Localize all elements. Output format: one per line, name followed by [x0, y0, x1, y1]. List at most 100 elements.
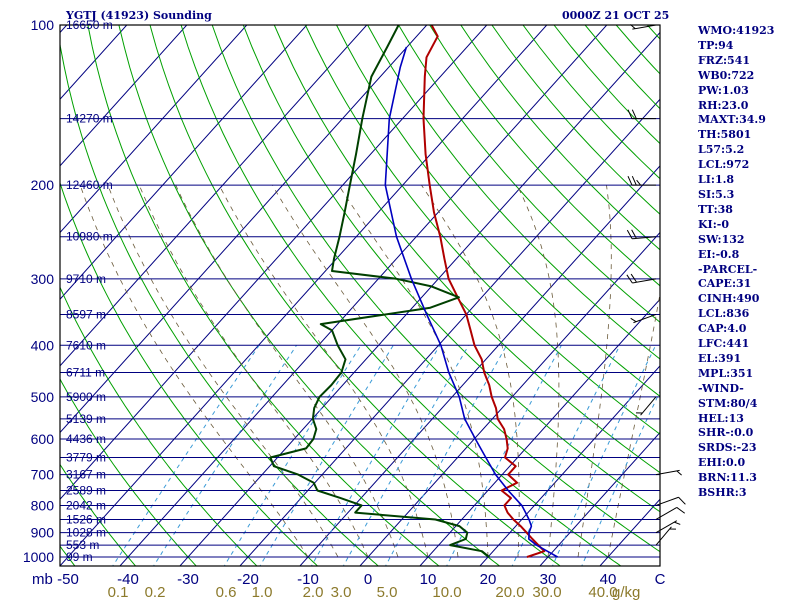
- height-label: 7610 m: [66, 338, 106, 352]
- wind-barb-feather: [630, 317, 637, 323]
- pressure-tick-label: 400: [31, 337, 55, 353]
- dry-adiabat-line: [149, 25, 562, 566]
- temperature-tick-label: -10: [297, 571, 319, 588]
- index-item: TH:5801: [698, 128, 752, 142]
- mixing-ratio-line: [581, 390, 660, 566]
- isotherm-line: [359, 231, 660, 566]
- mixing-ratio-tick-label: 0.1: [108, 584, 129, 600]
- index-item: EL:391: [698, 351, 742, 365]
- index-item: BSHR:3: [698, 486, 747, 500]
- index-item: SW:132: [698, 232, 745, 246]
- wind-barb: [626, 273, 657, 284]
- moist-adiabat-line: [577, 185, 612, 558]
- moist-adiabat-line: [218, 184, 429, 558]
- temperature-tick-label: 0: [364, 571, 372, 588]
- mixing-ratio-line: [342, 345, 470, 566]
- height-label: 16650 m: [66, 18, 113, 32]
- wind-barb: [630, 24, 657, 30]
- mixing-ratio-tick-label: 3.0: [331, 584, 352, 600]
- mixing-ratio-tick-label: 2.0: [303, 584, 324, 600]
- wind-barb-feather: [626, 229, 633, 240]
- chart-title: YGTJ (41923) Sounding: [66, 9, 212, 22]
- height-label: 4436 m: [66, 432, 106, 446]
- height-label: 1028 m: [66, 526, 106, 540]
- dry-adiabat-line: [242, 25, 660, 513]
- index-item: LCL:836: [698, 307, 750, 321]
- wind-barb-feather: [631, 229, 637, 239]
- wind-barb-feather: [627, 109, 633, 119]
- isotherm-line: [60, 25, 308, 300]
- index-item: -WIND-: [698, 381, 744, 395]
- wind-barb-feather: [631, 175, 637, 186]
- mixing-ratio-line: [384, 345, 508, 566]
- height-label: 2589 m: [66, 484, 106, 498]
- index-item: EI:-0.8: [698, 247, 740, 261]
- wind-barb-shaft: [655, 526, 672, 546]
- isotherm-line: [60, 25, 368, 367]
- wind-barb-feather: [636, 179, 642, 186]
- wind-barb: [630, 313, 657, 324]
- mixing-ratio-tick-label: 0.6: [216, 584, 237, 600]
- moist-adiabat-line: [138, 184, 369, 558]
- parcel-profile: [384, 46, 558, 558]
- isotherm-line: [60, 25, 188, 167]
- wind-barb: [655, 469, 682, 476]
- height-label: 3167 m: [66, 468, 106, 482]
- wind-barb-shaft: [655, 520, 678, 534]
- isotherm-line: [60, 25, 428, 434]
- wind-barb-feather: [627, 175, 633, 186]
- wind-barb-feather: [678, 496, 686, 505]
- temperature-tick-label: 20: [480, 571, 497, 588]
- mixing-ratio-unit-label: g/kg: [612, 584, 640, 600]
- index-item: KI:-0: [698, 217, 729, 231]
- height-label: 99 m: [66, 550, 93, 564]
- index-item: SI:5.3: [698, 187, 735, 201]
- dry-adiabat-line: [180, 25, 622, 566]
- index-item: CINH:490: [698, 292, 760, 306]
- dewpoint-profile: [269, 25, 490, 558]
- pressure-tick-label: 500: [31, 389, 55, 405]
- temperature-profile: [422, 25, 546, 558]
- temperature-tick-label: -50: [57, 571, 79, 588]
- height-label: 12460 m: [66, 178, 113, 192]
- index-item: RH:23.0: [698, 98, 749, 112]
- index-item: LCL:972: [698, 158, 750, 172]
- isotherm-line: [299, 165, 660, 566]
- mixing-ratio-tick-label: 30.0: [532, 584, 561, 600]
- pressure-tick-label: 900: [31, 525, 55, 541]
- index-item: STM:80/4: [698, 396, 758, 410]
- mixing-ratio-line: [223, 345, 362, 566]
- index-item: MAXT:34.9: [698, 113, 766, 127]
- moist-adiabat-line: [338, 184, 489, 557]
- chart-timestamp: 0000Z 21 OCT 25: [562, 9, 670, 22]
- pressure-tick-label: 1000: [23, 549, 54, 565]
- temperature-unit-label: C: [655, 571, 666, 588]
- pressure-tick-label: 100: [31, 17, 55, 33]
- wind-barb: [655, 526, 676, 546]
- wind-barb-feather: [630, 273, 638, 283]
- mixing-ratio-tick-label: 10.0: [432, 584, 461, 600]
- index-item: L57:5.2: [698, 143, 745, 157]
- isotherm-line: [479, 365, 660, 566]
- index-item: CAP:4.0: [698, 322, 747, 336]
- wind-barb: [636, 396, 657, 416]
- wind-barb: [627, 109, 656, 120]
- dry-adiabat-line: [60, 378, 197, 566]
- mixing-ratio-tick-label: 1.0: [252, 584, 273, 600]
- height-label: 553 m: [66, 538, 99, 552]
- index-item: CAPE:31: [698, 277, 752, 291]
- mixing-ratio-line: [511, 345, 621, 566]
- index-item: EHI:0.0: [698, 456, 746, 470]
- pressure-tick-label: 200: [31, 177, 55, 193]
- pressure-tick-label: 800: [31, 497, 55, 513]
- height-label: 8597 m: [66, 307, 106, 321]
- wind-barb-feather: [630, 24, 636, 30]
- index-item: HEL:13: [698, 411, 744, 425]
- wind-barb-column: [626, 24, 686, 546]
- height-label: 10980 m: [66, 230, 113, 244]
- plot-border: [59, 24, 661, 567]
- wind-barb: [626, 229, 657, 240]
- mixing-ratio-line: [310, 345, 441, 566]
- temperature-tick-label: 30: [540, 571, 557, 588]
- isotherm-line: [0, 1, 29, 569]
